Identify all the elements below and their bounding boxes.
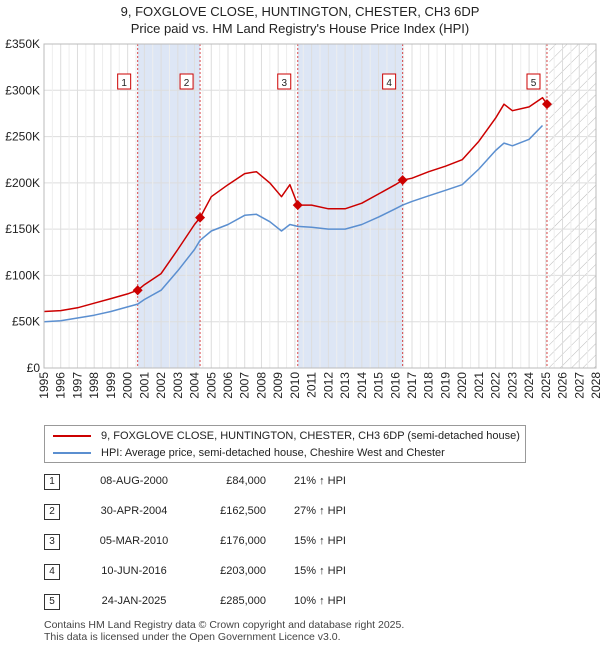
x-tick-label: 2021: [472, 372, 486, 399]
y-tick-label: £250K: [5, 130, 40, 144]
row-number: 5: [44, 594, 60, 610]
sale-number-box: [277, 73, 292, 90]
x-tick-label: 2008: [254, 372, 268, 399]
table-row: 5 24-JAN-2025 £285,000 10% ↑ HPI: [44, 592, 404, 612]
x-tick-label: 1996: [54, 372, 68, 399]
y-tick-label: £350K: [5, 37, 40, 51]
row-date: 05-MAR-2010: [99, 535, 169, 547]
x-tick-label: 2016: [388, 372, 402, 399]
forecast-hatch: [549, 44, 596, 368]
table-row: 4 10-JUN-2016 £203,000 15% ↑ HPI: [44, 562, 404, 582]
x-tick-label: 2022: [489, 372, 503, 399]
x-tick-label: 2005: [204, 372, 218, 399]
row-number: 3: [44, 534, 60, 550]
x-tick-label: 2000: [121, 372, 135, 399]
x-tick-label: 1999: [104, 372, 118, 399]
y-tick-label: £200K: [5, 176, 40, 190]
chart-title: 9, FOXGLOVE CLOSE, HUNTINGTON, CHESTER, …: [120, 4, 480, 19]
x-tick-label: 2004: [188, 372, 202, 399]
y-tick-label: £300K: [5, 83, 40, 97]
legend: 9, FOXGLOVE CLOSE, HUNTINGTON, CHESTER, …: [44, 425, 526, 463]
legend-price: 9, FOXGLOVE CLOSE, HUNTINGTON, CHESTER, …: [53, 428, 520, 444]
legend-price-label: 9, FOXGLOVE CLOSE, HUNTINGTON, CHESTER, …: [101, 430, 520, 442]
x-tick-label: 2006: [221, 372, 235, 399]
x-tick-label: 2020: [455, 372, 469, 399]
x-tick-label: 2025: [539, 372, 553, 399]
row-date: 08-AUG-2000: [100, 475, 168, 487]
sale-point: [397, 175, 408, 186]
x-tick-label: 2018: [422, 372, 436, 399]
y-tick-label: £100K: [5, 268, 40, 282]
x-tick-label: 2002: [154, 372, 168, 399]
sale-point: [195, 212, 206, 223]
hpi-line: [43, 124, 544, 323]
row-hpi: 27% ↑ HPI: [294, 505, 346, 517]
x-tick-label: 2012: [321, 372, 335, 399]
x-tick-label: 2015: [372, 372, 386, 399]
chart-subtitle: Price paid vs. HM Land Registry's House …: [130, 21, 470, 36]
x-tick-label: 2024: [522, 372, 536, 399]
footer-copyright: Contains HM Land Registry data © Crown c…: [44, 619, 405, 631]
legend-hpi-swatch: [53, 452, 91, 454]
x-tick-label: 2028: [589, 372, 600, 399]
x-tick-label: 2011: [305, 372, 319, 398]
legend-price-swatch: [53, 435, 91, 437]
row-date: 30-APR-2004: [100, 505, 168, 517]
row-hpi: 15% ↑ HPI: [294, 565, 346, 577]
sale-number-box: [117, 73, 132, 90]
legend-hpi-label: HPI: Average price, semi-detached house,…: [101, 447, 445, 459]
plot-border: [43, 43, 597, 369]
row-number: 1: [44, 474, 60, 490]
x-tick-label: 2017: [405, 372, 419, 399]
y-tick-label: £50K: [12, 315, 40, 329]
footer: Contains HM Land Registry data © Crown c…: [44, 619, 404, 643]
x-tick-label: 1998: [87, 372, 101, 399]
x-tick-label: 2007: [238, 372, 252, 399]
row-number: 2: [44, 504, 60, 520]
table-row: 1 08-AUG-2000 £84,000 21% ↑ HPI: [44, 472, 404, 492]
row-price: £285,000: [220, 595, 266, 607]
sale-number-label: 1: [121, 78, 127, 89]
footer-licence: This data is licensed under the Open Gov…: [44, 631, 341, 643]
x-tick-label: 1997: [70, 372, 84, 399]
sale-point: [132, 285, 143, 296]
x-tick-label: 2010: [288, 372, 302, 399]
sale-point: [292, 200, 303, 211]
sale-number-label: 2: [184, 78, 190, 89]
row-price: £162,500: [220, 505, 266, 517]
row-price: £176,000: [220, 535, 266, 547]
x-tick-label: 2001: [137, 372, 151, 399]
x-tick-label: 2013: [338, 372, 352, 399]
x-tick-label: 2027: [572, 372, 586, 399]
y-tick-label: £0: [27, 361, 41, 375]
sale-number-box: [382, 73, 397, 90]
row-price: £84,000: [226, 475, 266, 487]
sale-number-label: 4: [386, 78, 392, 89]
table-row: 2 30-APR-2004 £162,500 27% ↑ HPI: [44, 502, 404, 522]
shaded-period: [137, 44, 201, 368]
row-hpi: 10% ↑ HPI: [294, 595, 346, 607]
x-tick-label: 1995: [37, 372, 51, 399]
sale-number-label: 3: [281, 78, 287, 89]
x-tick-label: 2019: [438, 372, 452, 399]
x-tick-label: 2026: [556, 372, 570, 399]
row-date: 24-JAN-2025: [101, 595, 167, 607]
x-tick-label: 2023: [505, 372, 519, 399]
sale-point: [541, 99, 552, 110]
x-tick-label: 2014: [355, 372, 369, 399]
table-row: 3 05-MAR-2010 £176,000 15% ↑ HPI: [44, 532, 404, 552]
sale-number-label: 5: [531, 78, 537, 89]
sale-number-box: [526, 73, 541, 90]
y-tick-label: £150K: [5, 222, 40, 236]
x-tick-label: 2003: [171, 372, 185, 399]
row-price: £203,000: [220, 565, 266, 577]
legend-hpi: HPI: Average price, semi-detached house,…: [53, 445, 445, 461]
row-number: 4: [44, 564, 60, 580]
sale-number-box: [179, 73, 194, 90]
row-date: 10-JUN-2016: [101, 565, 167, 577]
price-chart: £0 £50K £100K £150K £200K £250K £300K £350K 1995…: [5, 37, 600, 399]
x-tick-label: 2009: [271, 372, 285, 399]
row-hpi: 15% ↑ HPI: [294, 535, 346, 547]
row-hpi: 21% ↑ HPI: [294, 475, 346, 487]
